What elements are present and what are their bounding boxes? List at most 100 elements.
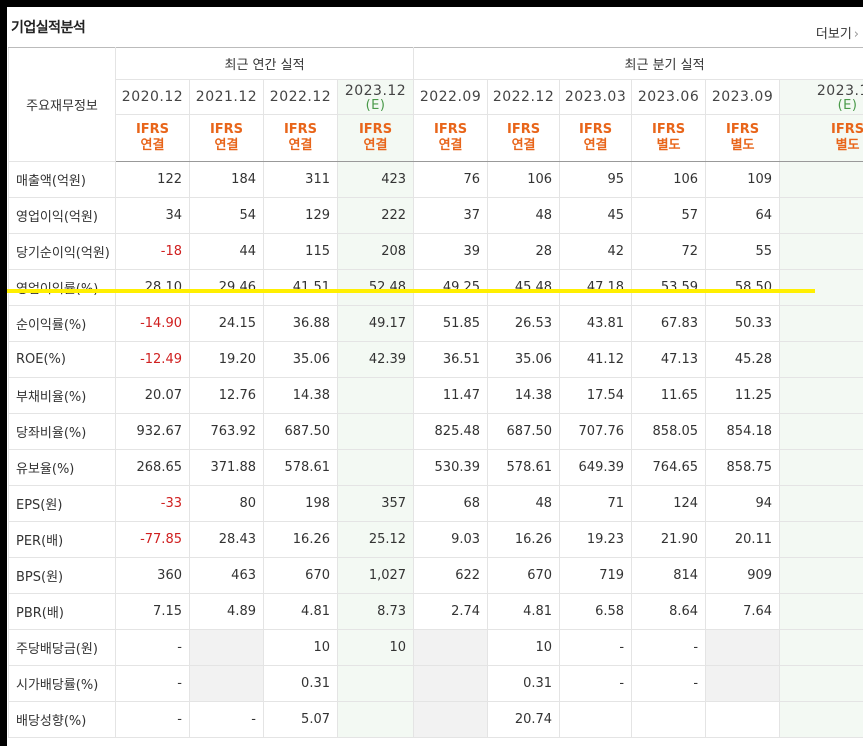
- table-row: 매출액(억원)1221843114237610695106109151: [8, 161, 863, 198]
- value-cell: 825.48: [413, 413, 489, 450]
- period-header: 2020.12: [115, 79, 190, 115]
- value-cell: 57: [631, 197, 707, 234]
- accounting-standard: IFRS 연결: [115, 114, 190, 162]
- value-cell: 16.26: [263, 521, 338, 558]
- value-cell: 34: [115, 197, 190, 234]
- value-cell: [336, 701, 415, 738]
- standard-label: IFRS: [831, 122, 863, 137]
- value-cell: [779, 449, 863, 486]
- value-cell: 26.53: [487, 305, 561, 342]
- standard-label: IFRS: [433, 122, 468, 137]
- value-cell: 932.67: [115, 413, 190, 450]
- value-cell: 14.38: [263, 377, 338, 414]
- value-cell: 41.12: [559, 341, 633, 378]
- value-cell: 129: [263, 197, 338, 234]
- value-cell: 0.31: [487, 665, 561, 702]
- value-cell: 8.73: [336, 593, 415, 630]
- value-cell: [413, 629, 489, 666]
- value-cell: 6.58: [559, 593, 633, 630]
- table-row: 부채비율(%) 20.07 12.76 14.38 11.47 14.38 17.54 11.…: [8, 377, 863, 414]
- table-row: PER(배) -77.85 28.43 16.26 25.12 9.03 16.26 19.2…: [8, 521, 863, 558]
- value-cell: 11.47: [413, 377, 489, 414]
- value-cell: 9.03: [413, 521, 489, 558]
- value-cell: 71: [559, 485, 633, 522]
- value-cell: 19.20: [189, 341, 264, 378]
- period-date: 2023.06: [637, 89, 700, 105]
- value-cell: 45: [559, 197, 633, 234]
- consolidation-label: 별도: [835, 138, 860, 153]
- value-cell: 12.76: [189, 377, 264, 414]
- value-cell: 20.07: [115, 377, 190, 414]
- section-title: 기업실적분석: [11, 20, 86, 36]
- row-label: 당좌비율(%): [8, 413, 116, 450]
- value-cell: 1,027: [336, 557, 415, 594]
- value-cell: [336, 377, 415, 414]
- accounting-standard: IFRS 연결: [189, 114, 264, 162]
- value-cell: [705, 701, 781, 738]
- value-cell: 48: [487, 485, 561, 522]
- value-cell: 21.90: [631, 521, 707, 558]
- period-date: 2022.09: [419, 89, 482, 105]
- row-label: 주당배당금(원): [8, 629, 116, 666]
- value-cell: 19.23: [559, 521, 633, 558]
- value-cell: 10: [336, 629, 415, 666]
- period-header: 2023.09: [705, 79, 781, 115]
- value-cell: 371.88: [189, 449, 264, 486]
- table-row: 영업이익(억원)3454129222374845576481: [8, 197, 863, 234]
- value-cell: 28: [487, 233, 561, 270]
- value-cell: 16.26: [487, 521, 561, 558]
- value-cell: 28.10: [115, 269, 190, 306]
- company-performance-panel: 기업실적분석 더보기 › 주요재무정보 최근 연간 실적 최근 분기 실적 2020.1…: [7, 7, 863, 746]
- group-header: 최근 연간 실적: [114, 47, 415, 80]
- value-cell: [631, 701, 707, 738]
- period-date: 2023.09: [711, 89, 774, 105]
- row-label: 영업이익(억원): [8, 197, 116, 234]
- value-cell: 53.68: [779, 269, 863, 306]
- period-header: 2023.03: [559, 79, 633, 115]
- row-label: 당기순이익(억원): [8, 233, 116, 270]
- consolidation-label: 연결: [214, 138, 239, 153]
- value-cell: 198: [263, 485, 338, 522]
- value-cell: 858.05: [631, 413, 707, 450]
- accounting-standard: IFRS 연결: [487, 114, 561, 162]
- value-cell: 4.89: [189, 593, 264, 630]
- value-cell: 29.46: [189, 269, 264, 306]
- value-cell: 11.65: [631, 377, 707, 414]
- standard-label: IFRS: [578, 122, 613, 137]
- value-cell: 763.92: [189, 413, 264, 450]
- value-cell: 35.06: [263, 341, 338, 378]
- consolidation-label: 연결: [511, 138, 536, 153]
- standard-label: IFRS: [209, 122, 244, 137]
- value-cell: 578.61: [487, 449, 561, 486]
- value-cell: 24.15: [189, 305, 264, 342]
- value-cell: 72: [631, 233, 707, 270]
- table-row: ROE(%) -12.49 19.20 35.06 42.39 36.51 35.06 41.…: [8, 341, 863, 378]
- value-cell: -: [189, 701, 264, 738]
- accounting-standard: IFRS 연결: [263, 114, 338, 162]
- period-date: 2021.12: [195, 89, 258, 105]
- value-cell: 858.75: [705, 449, 781, 486]
- value-cell: 0.31: [263, 665, 338, 702]
- value-cell: 49.17: [336, 305, 415, 342]
- value-cell: 122: [115, 161, 190, 198]
- value-cell: 10: [487, 629, 561, 666]
- value-cell: 4.81: [263, 593, 338, 630]
- row-label: 부채비율(%): [8, 377, 116, 414]
- value-cell: 208: [336, 233, 415, 270]
- value-cell: 109: [705, 161, 781, 198]
- value-cell: 81: [779, 197, 863, 234]
- more-link-label: 더보기: [815, 27, 852, 42]
- value-cell: -: [115, 665, 190, 702]
- value-cell: 20.11: [705, 521, 781, 558]
- value-cell: 54: [189, 197, 264, 234]
- accounting-standard: IFRS 별도: [631, 114, 707, 162]
- consolidation-label: 별도: [656, 138, 681, 153]
- period-date: 2023.03: [564, 89, 627, 105]
- row-header-label: 주요재무정보: [8, 47, 116, 162]
- more-link[interactable]: 더보기 ›: [816, 23, 859, 42]
- row-label: 배당성향(%): [8, 701, 116, 738]
- value-cell: 222: [336, 197, 415, 234]
- value-cell: [779, 377, 863, 414]
- standard-label: IFRS: [725, 122, 760, 137]
